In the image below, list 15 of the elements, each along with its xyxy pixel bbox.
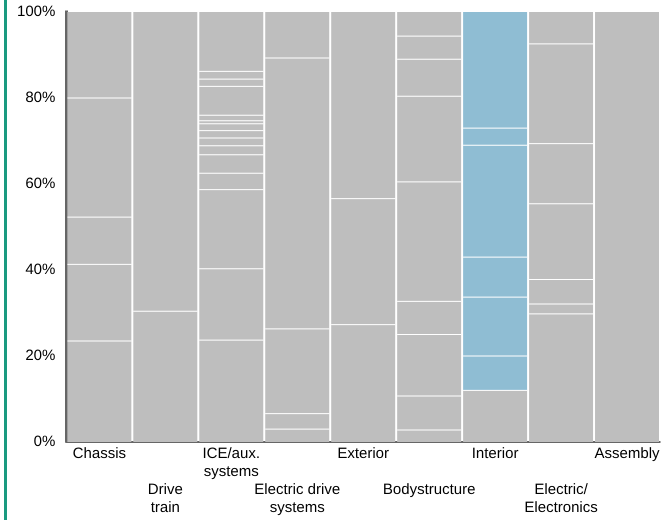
y-tick-label: 100% — [16, 3, 56, 20]
x-tick-label: Chassis — [72, 445, 126, 462]
y-tick-label: 60% — [25, 175, 56, 192]
x-tick-label: Electric/Electronics — [524, 481, 598, 516]
x-tick-label: Bodystructure — [382, 481, 476, 498]
x-tick-label: Interior — [472, 445, 518, 462]
y-tick-label: 40% — [25, 261, 56, 278]
x-tick-label: Exterior — [337, 445, 390, 462]
y-tick-label: 0% — [34, 433, 56, 450]
x-tick-label: Electric drive systems — [254, 481, 340, 516]
x-tick-label: ICE/aux. systems — [202, 445, 260, 480]
x-tick-label: Drive train — [148, 481, 183, 516]
x-tick-label: Assembly — [594, 445, 660, 462]
y-tick-label: 20% — [25, 347, 56, 364]
y-tick-label: 80% — [25, 89, 56, 106]
